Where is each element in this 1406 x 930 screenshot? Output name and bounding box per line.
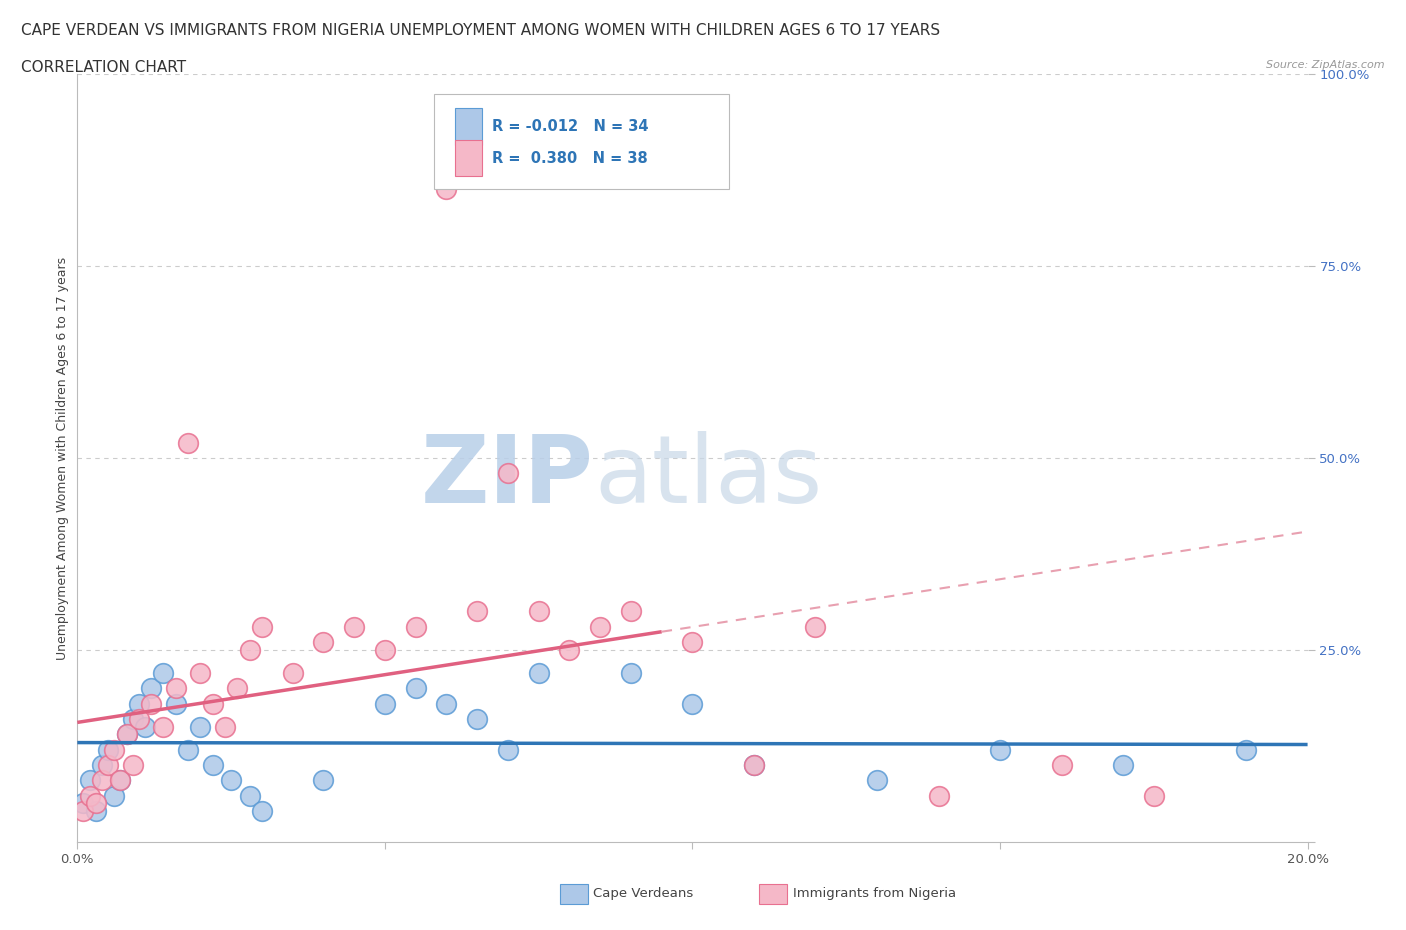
Point xyxy=(250,619,273,634)
Text: CORRELATION CHART: CORRELATION CHART xyxy=(21,60,186,75)
Point xyxy=(620,604,643,619)
Point xyxy=(214,719,236,734)
Point xyxy=(620,666,643,681)
Point xyxy=(589,619,612,634)
Point xyxy=(1050,757,1073,772)
Point xyxy=(152,666,174,681)
Point xyxy=(188,666,212,681)
Point xyxy=(128,696,150,711)
Point xyxy=(177,742,200,757)
Point xyxy=(682,696,704,711)
Text: Immigrants from Nigeria: Immigrants from Nigeria xyxy=(793,887,956,900)
Point xyxy=(239,789,262,804)
Point xyxy=(436,182,458,197)
Point xyxy=(121,757,143,772)
Point xyxy=(928,789,950,804)
Point xyxy=(72,796,94,811)
Point xyxy=(312,634,335,649)
Y-axis label: Unemployment Among Women with Children Ages 6 to 17 years: Unemployment Among Women with Children A… xyxy=(56,257,69,659)
Point xyxy=(103,742,125,757)
Point xyxy=(1234,742,1257,757)
Point xyxy=(201,696,224,711)
Point xyxy=(97,757,120,772)
Point xyxy=(188,719,212,734)
Point xyxy=(84,796,107,811)
Point xyxy=(496,742,519,757)
Point xyxy=(79,773,101,788)
Point xyxy=(201,757,224,772)
Point xyxy=(110,773,132,788)
Point xyxy=(165,696,187,711)
Point xyxy=(804,619,827,634)
Point xyxy=(465,604,488,619)
Point xyxy=(121,711,143,726)
Point xyxy=(1112,757,1135,772)
Point xyxy=(281,666,304,681)
Point xyxy=(866,773,889,788)
Point xyxy=(115,727,138,742)
Point xyxy=(141,681,163,696)
Point xyxy=(72,804,94,818)
Point xyxy=(1143,789,1166,804)
Point xyxy=(79,789,101,804)
Point xyxy=(165,681,187,696)
Point xyxy=(103,789,125,804)
Point xyxy=(226,681,249,696)
FancyBboxPatch shape xyxy=(434,94,730,190)
Text: Cape Verdeans: Cape Verdeans xyxy=(593,887,693,900)
Bar xyxy=(456,140,482,177)
Point xyxy=(312,773,335,788)
Text: ZIP: ZIP xyxy=(422,432,595,524)
Point xyxy=(374,643,396,658)
Point xyxy=(405,681,427,696)
Text: atlas: atlas xyxy=(595,432,823,524)
Point xyxy=(219,773,242,788)
Point xyxy=(742,757,765,772)
Point xyxy=(110,773,132,788)
Point xyxy=(250,804,273,818)
Point xyxy=(84,804,107,818)
Point xyxy=(90,773,114,788)
Point xyxy=(141,696,163,711)
Point xyxy=(988,742,1011,757)
Point xyxy=(134,719,156,734)
Point xyxy=(343,619,366,634)
Text: CAPE VERDEAN VS IMMIGRANTS FROM NIGERIA UNEMPLOYMENT AMONG WOMEN WITH CHILDREN A: CAPE VERDEAN VS IMMIGRANTS FROM NIGERIA … xyxy=(21,23,941,38)
Point xyxy=(436,696,458,711)
Point xyxy=(496,466,519,481)
Point xyxy=(527,666,550,681)
Point xyxy=(177,435,200,450)
Point xyxy=(239,643,262,658)
Point xyxy=(128,711,150,726)
Point xyxy=(115,727,138,742)
Point xyxy=(405,619,427,634)
Point xyxy=(90,757,114,772)
Point xyxy=(742,757,765,772)
Point xyxy=(558,643,581,658)
Bar xyxy=(456,108,482,145)
Point xyxy=(682,634,704,649)
Point xyxy=(527,604,550,619)
Point xyxy=(97,742,120,757)
Text: R = -0.012   N = 34: R = -0.012 N = 34 xyxy=(492,119,648,134)
Point xyxy=(465,711,488,726)
Text: Source: ZipAtlas.com: Source: ZipAtlas.com xyxy=(1267,60,1385,71)
Text: R =  0.380   N = 38: R = 0.380 N = 38 xyxy=(492,151,648,166)
Point xyxy=(374,696,396,711)
Point xyxy=(152,719,174,734)
